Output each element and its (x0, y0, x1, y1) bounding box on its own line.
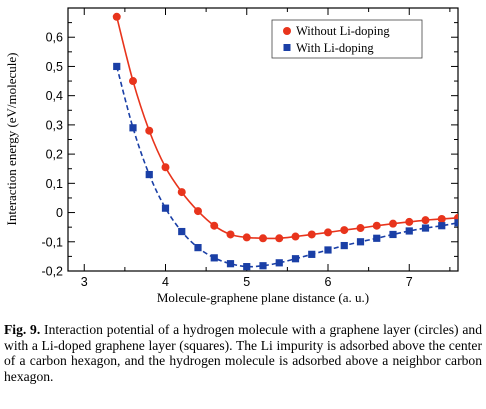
y-tick-label: -0,2 (41, 265, 63, 279)
legend-box (271, 19, 423, 59)
data-point-without-li (437, 214, 446, 223)
legend-label-with-li: With Li-doping (296, 41, 374, 55)
data-point-with-li (405, 227, 413, 235)
data-point-with-li (129, 124, 137, 132)
data-point-with-li (178, 227, 186, 236)
data-point-without-li (129, 77, 137, 86)
data-point-without-li (372, 221, 381, 230)
y-tick-label: 0,6 (46, 31, 63, 45)
legend-marker-with-li (283, 44, 291, 51)
y-tick-label: 0,1 (46, 177, 63, 191)
data-point-with-li (308, 250, 316, 258)
data-point-with-li (243, 263, 251, 271)
y-tick-label: -0,1 (41, 235, 63, 249)
data-point-with-li (194, 244, 202, 252)
caption-text: Interaction potential of a hydrogen mole… (4, 322, 483, 384)
y-tick-label: 0,4 (46, 89, 63, 103)
x-tick-label: 4 (162, 275, 169, 289)
x-tick-label: 6 (325, 275, 332, 289)
data-point-with-li (113, 62, 121, 71)
legend-label-without-li: Without Li-doping (296, 24, 390, 38)
y-axis-label: Interaction energy (eV/molecule) (4, 52, 19, 225)
data-point-with-li (210, 254, 218, 262)
data-point-without-li (307, 230, 316, 239)
data-point-without-li (389, 219, 397, 228)
data-point-with-li (454, 219, 458, 227)
y-tick-label: 0,5 (46, 60, 63, 74)
legend: Without Li-doping With Li-doping (271, 19, 423, 59)
data-point-with-li (324, 246, 332, 254)
data-point-with-li (161, 204, 170, 212)
data-point-without-li (177, 188, 186, 197)
x-tick-label: 7 (406, 275, 413, 289)
data-point-without-li (405, 217, 414, 226)
data-point-without-li (242, 233, 251, 242)
data-point-with-li (291, 255, 300, 263)
data-point-without-li (275, 234, 284, 243)
data-point-without-li (210, 221, 219, 230)
data-point-without-li (340, 226, 349, 235)
data-point-with-li (438, 222, 446, 230)
data-point-without-li (259, 234, 267, 243)
legend-marker-without-li (283, 27, 291, 35)
x-axis-ticks: 3 4 5 6 7 (81, 8, 451, 289)
series-line-without-li (115, 16, 458, 240)
data-point-without-li (226, 230, 235, 239)
y-tick-label: 0,2 (46, 148, 63, 162)
data-point-without-li (421, 216, 430, 225)
data-point-without-li (112, 12, 121, 21)
data-point-with-li (275, 259, 283, 267)
data-point-with-li (421, 224, 430, 232)
data-point-with-li (356, 238, 365, 246)
y-tick-label: 0 (56, 206, 63, 220)
y-tick-label: 0,3 (46, 118, 63, 132)
y-axis-ticks: -0,2 -0,1 0 0,1 0,2 0,3 0,4 0,5 0,6 (41, 22, 458, 279)
data-point-without-li (161, 163, 170, 172)
data-point-without-li (324, 228, 332, 237)
x-axis-label: Molecule-graphene plane distance (a. u.) (157, 290, 369, 305)
data-point-with-li (373, 234, 381, 242)
x-tick-label: 3 (81, 275, 88, 289)
chart: 3 4 5 6 7 -0,2 -0,1 0 0,1 0,2 0,3 0,4 0,5 0,6 Withou… (4, 7, 459, 305)
data-point-with-li (340, 241, 348, 250)
data-point-with-li (226, 260, 235, 268)
data-point-with-li (145, 170, 153, 179)
figure-caption: Fig. 9. Interaction potential of a hydro… (4, 322, 482, 384)
series-layer (112, 12, 458, 271)
data-point-without-li (194, 207, 202, 216)
data-point-without-li (356, 224, 365, 233)
data-point-without-li (291, 232, 300, 241)
data-point-with-li (389, 230, 397, 239)
caption-label: Fig. 9. (4, 322, 41, 337)
x-tick-label: 5 (243, 275, 250, 289)
data-point-with-li (259, 262, 267, 270)
data-point-without-li (145, 126, 154, 135)
